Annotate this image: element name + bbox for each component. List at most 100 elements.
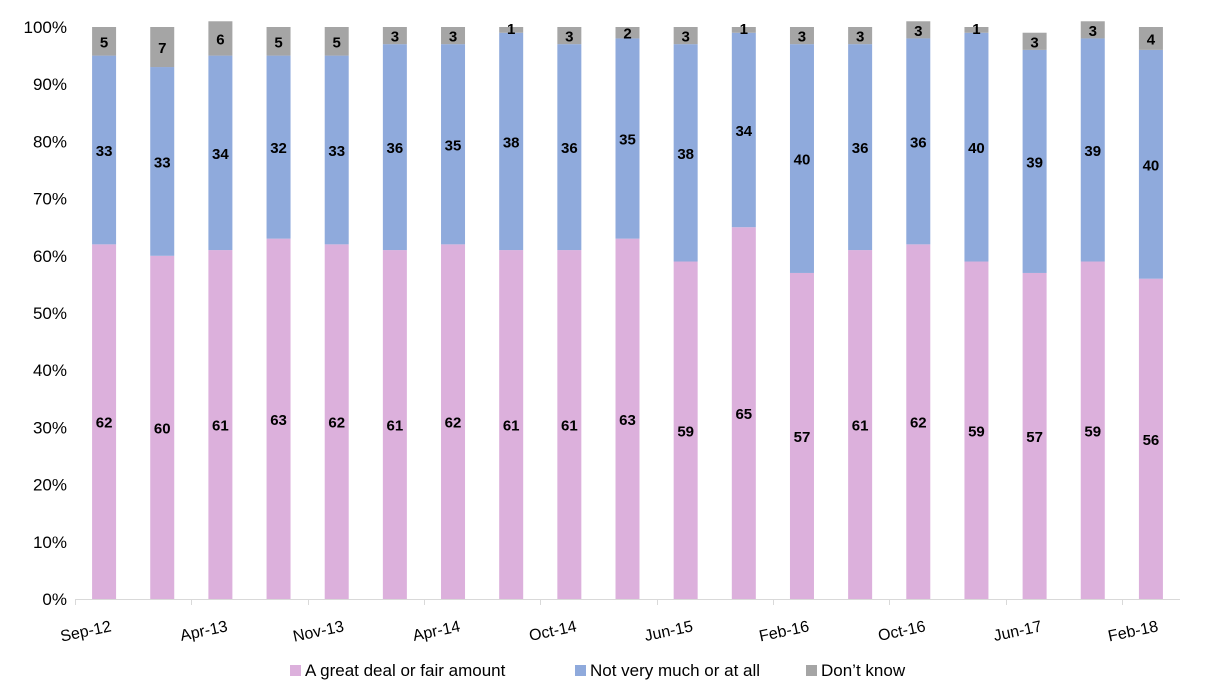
data-label: 59 — [677, 423, 694, 440]
bar-segment — [382, 27, 407, 45]
data-label: 5 — [333, 34, 341, 51]
bar-segment — [441, 44, 466, 245]
data-label: 5 — [274, 34, 282, 51]
bar-segment — [731, 32, 756, 228]
bar-segment — [1022, 49, 1047, 273]
y-tick-label: 60% — [33, 247, 67, 266]
data-label: 33 — [96, 143, 113, 160]
data-label: 61 — [561, 418, 578, 435]
data-label: 3 — [798, 29, 806, 46]
bar-segment — [731, 227, 756, 599]
data-label: 40 — [968, 140, 985, 157]
legend-label: Not very much or at all — [590, 661, 760, 680]
data-label: 40 — [794, 152, 811, 169]
data-label: 36 — [910, 134, 927, 151]
y-tick-label: 20% — [33, 476, 67, 495]
bar-segment — [673, 44, 698, 262]
bar-segment — [1022, 32, 1047, 50]
data-label: 36 — [852, 140, 869, 157]
data-label: 1 — [972, 21, 980, 38]
data-label: 38 — [503, 134, 520, 151]
data-label: 3 — [1030, 34, 1038, 51]
bar-segment — [441, 244, 466, 600]
bar-segment — [324, 55, 349, 245]
bar-segment — [441, 27, 466, 45]
data-label: 56 — [1143, 432, 1160, 449]
bar-segment — [789, 44, 814, 273]
bar-segment — [92, 27, 117, 56]
data-labels: 6233560337613466332562335613636235361381… — [96, 21, 1160, 449]
y-tick-label: 100% — [24, 18, 67, 37]
legend: A great deal or fair amount Not very much… — [290, 661, 906, 680]
data-label: 35 — [445, 137, 462, 154]
bar-segment — [150, 67, 175, 256]
bar-segment — [92, 244, 117, 600]
y-tick-label: 70% — [33, 190, 67, 209]
data-label: 3 — [914, 23, 922, 40]
data-label: 32 — [270, 140, 287, 157]
bar-segment — [789, 27, 814, 45]
bar-segment — [557, 44, 582, 251]
data-label: 1 — [507, 21, 515, 38]
data-label: 65 — [735, 406, 752, 423]
y-tick-label: 30% — [33, 418, 67, 437]
bar-segment — [848, 250, 873, 599]
bar-segment — [208, 250, 233, 599]
y-axis: 0% 10% 20% 30% 40% 50% 60% 70% 80% 90% 100% — [24, 18, 67, 609]
data-label: 62 — [96, 415, 113, 432]
data-label: 38 — [677, 146, 694, 163]
x-tick-label: Sep-12 — [59, 618, 113, 645]
legend-swatch — [806, 665, 817, 676]
data-label: 4 — [1147, 31, 1156, 48]
data-label: 3 — [449, 29, 457, 46]
bar-segment — [382, 44, 407, 251]
legend-swatch — [575, 665, 586, 676]
y-tick-label: 40% — [33, 361, 67, 380]
data-label: 34 — [212, 146, 229, 163]
data-label: 3 — [565, 29, 573, 46]
data-label: 39 — [1026, 154, 1043, 171]
x-axis: Sep-12 Apr-13 Nov-13 Apr-14 Oct-14 Jun-15 Feb-… — [59, 599, 1180, 646]
x-tick-label: Jun-15 — [643, 618, 694, 645]
bar-segment — [324, 244, 349, 600]
data-label: 63 — [619, 412, 636, 429]
bar-segment — [615, 27, 640, 39]
data-label: 2 — [623, 26, 631, 43]
bar-segment — [208, 55, 233, 251]
bar-segment — [499, 250, 524, 599]
x-tick-label: Feb-18 — [1107, 618, 1160, 645]
bar-segment — [499, 32, 524, 251]
bar-segment — [964, 261, 989, 599]
data-label: 40 — [1143, 157, 1160, 174]
data-label: 33 — [328, 143, 345, 160]
data-label: 61 — [387, 418, 404, 435]
bar-segment — [848, 44, 873, 251]
x-tick-label: Feb-16 — [758, 618, 811, 645]
bar-segment — [324, 27, 349, 56]
data-label: 39 — [1084, 143, 1101, 160]
bar-segment — [906, 244, 931, 600]
bar-segment — [150, 27, 175, 68]
x-tick-label: Apr-13 — [179, 618, 230, 645]
data-label: 3 — [1089, 23, 1097, 40]
data-label: 57 — [794, 429, 811, 446]
bar-segment — [964, 32, 989, 262]
bar-segment — [150, 255, 175, 600]
bar-segment — [266, 55, 291, 239]
bar-segment — [1138, 49, 1163, 279]
data-label: 33 — [154, 154, 171, 171]
y-tick-label: 0% — [42, 590, 67, 609]
data-label: 62 — [910, 415, 927, 432]
y-tick-label: 80% — [33, 132, 67, 151]
x-tick-label: Oct-16 — [877, 618, 928, 645]
data-label: 60 — [154, 420, 171, 437]
data-label: 34 — [735, 123, 752, 140]
bar-segment — [789, 272, 814, 599]
data-label: 62 — [328, 415, 345, 432]
bar-segment — [266, 27, 291, 56]
legend-label: Don’t know — [821, 661, 906, 680]
data-label: 63 — [270, 412, 287, 429]
data-label: 5 — [100, 34, 108, 51]
bar-segment — [615, 38, 640, 239]
